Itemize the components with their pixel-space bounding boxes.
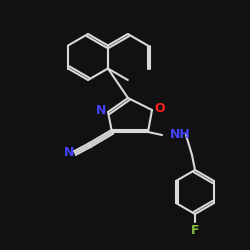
- Text: O: O: [154, 102, 164, 116]
- Text: N: N: [96, 104, 106, 118]
- Text: N: N: [64, 146, 74, 160]
- Text: F: F: [191, 224, 199, 237]
- Text: NH: NH: [170, 128, 191, 141]
